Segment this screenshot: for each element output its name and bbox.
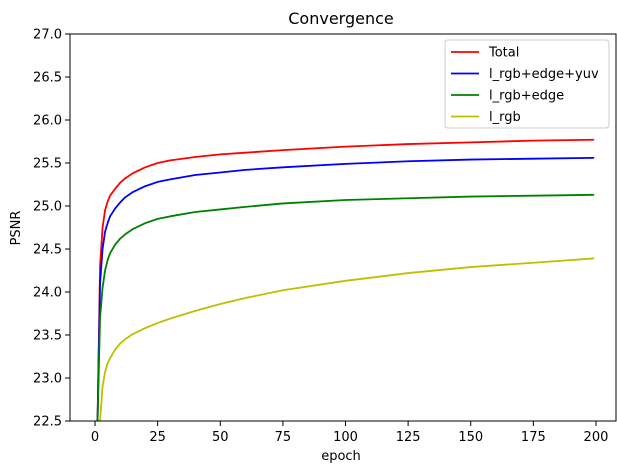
series-line-3 [99,257,595,421]
legend-frame [444,39,610,129]
plot-frame [69,33,617,422]
y-axis-label: PSNR [9,211,24,246]
x-tick-label: 200 [584,430,609,445]
x-axis-label: epoch [321,449,361,464]
x-tick-label: 25 [149,430,166,445]
y-tick-label: 24.0 [33,286,62,301]
chart-title: Convergence [288,9,394,28]
legend-label: l_rgb+edge+yuv [489,67,599,82]
y-tick-label: 25.0 [33,200,62,215]
legend-label: l_rgb [489,110,521,125]
series-line-0 [96,138,595,421]
plot-area [69,33,617,422]
x-tick-label: 100 [333,430,358,445]
y-axis: 22.5 23.0 23.5 24.0 24.5 25.0 25.5 26.0 26.5 27.0 [33,28,70,430]
series-line-1 [96,156,595,421]
x-tick-label: 175 [521,430,546,445]
y-tick-label: 25.5 [33,157,62,172]
y-tick-label: 26.0 [33,114,62,129]
y-tick-label: 23.5 [33,329,62,344]
y-tick-label: 23.0 [33,372,62,387]
x-tick-label: 0 [91,430,99,445]
series-lines [96,138,595,421]
y-tick-label: 27.0 [33,28,62,43]
y-tick-label: 24.5 [33,243,62,258]
series-line-2 [96,193,595,421]
x-axis: 0 25 50 75 100 125 150 175 200 [91,421,608,445]
y-tick-label: 26.5 [33,71,62,86]
legend-label: l_rgb+edge [489,89,564,104]
x-tick-label: 125 [396,430,421,445]
x-tick-label: 50 [212,430,229,445]
x-tick-label: 150 [458,430,483,445]
legend-label: Total [488,46,519,61]
x-tick-label: 75 [275,430,292,445]
legend: Total l_rgb+edge+yuv l_rgb+edge l_rgb [444,39,610,129]
y-tick-label: 22.5 [33,415,62,430]
